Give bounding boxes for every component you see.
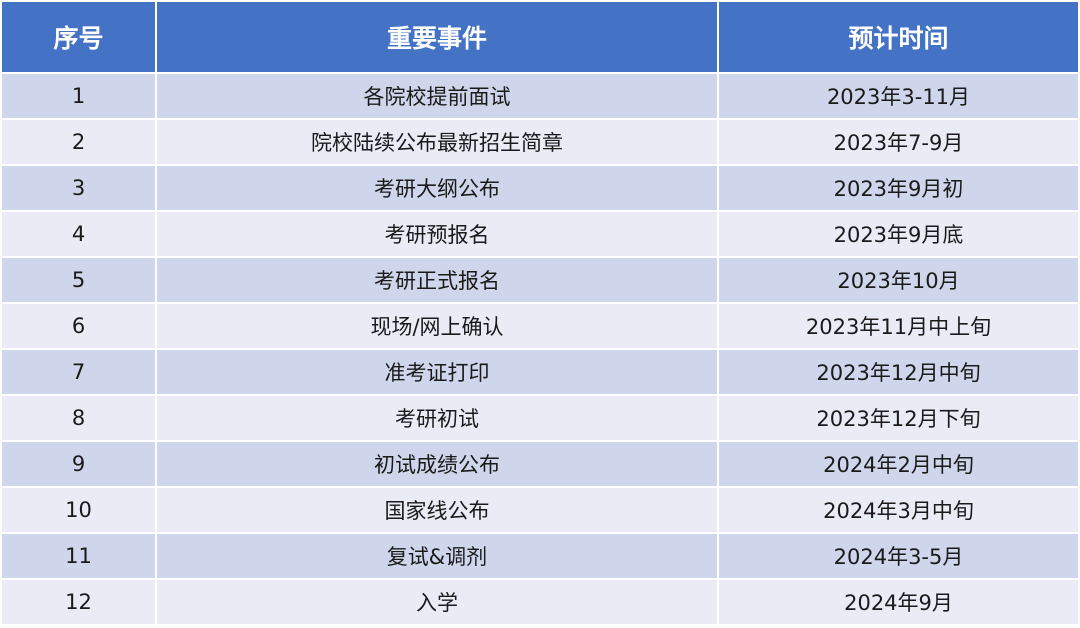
table-row: 6 现场/网上确认 2023年11月中上旬: [2, 302, 1078, 349]
cell-event: 考研初试: [155, 394, 719, 441]
table-row: 12 入学 2024年9月: [2, 578, 1078, 624]
cell-time: 2023年12月中旬: [717, 348, 1078, 395]
cell-event: 考研正式报名: [155, 256, 719, 303]
cell-index: 5: [2, 256, 157, 303]
table-row: 1 各院校提前面试 2023年3-11月: [2, 72, 1078, 119]
table-row: 4 考研预报名 2023年9月底: [2, 210, 1078, 257]
cell-event: 国家线公布: [155, 486, 719, 533]
table-header-row: 序号 重要事件 预计时间: [2, 2, 1078, 73]
cell-index: 10: [2, 486, 157, 533]
cell-event: 现场/网上确认: [155, 302, 719, 349]
cell-event: 复试&调剂: [155, 532, 719, 579]
cell-index: 6: [2, 302, 157, 349]
table-row: 9 初试成绩公布 2024年2月中旬: [2, 440, 1078, 487]
table-row: 10 国家线公布 2024年3月中旬: [2, 486, 1078, 533]
cell-time: 2023年12月下旬: [717, 394, 1078, 441]
cell-event: 院校陆续公布最新招生简章: [155, 118, 719, 165]
cell-index: 3: [2, 164, 157, 211]
table-row: 2 院校陆续公布最新招生简章 2023年7-9月: [2, 118, 1078, 165]
table-row: 11 复试&调剂 2024年3-5月: [2, 532, 1078, 579]
cell-event: 入学: [155, 578, 719, 624]
cell-event: 考研大纲公布: [155, 164, 719, 211]
cell-time: 2023年3-11月: [717, 72, 1078, 119]
table-row: 5 考研正式报名 2023年10月: [2, 256, 1078, 303]
cell-index: 2: [2, 118, 157, 165]
header-index: 序号: [2, 2, 157, 73]
cell-time: 2023年9月初: [717, 164, 1078, 211]
cell-index: 8: [2, 394, 157, 441]
cell-time: 2023年10月: [717, 256, 1078, 303]
cell-index: 11: [2, 532, 157, 579]
cell-time: 2024年2月中旬: [717, 440, 1078, 487]
cell-time: 2023年7-9月: [717, 118, 1078, 165]
cell-time: 2024年9月: [717, 578, 1078, 624]
cell-time: 2023年9月底: [717, 210, 1078, 257]
cell-index: 1: [2, 72, 157, 119]
cell-event: 考研预报名: [155, 210, 719, 257]
cell-time: 2024年3月中旬: [717, 486, 1078, 533]
header-time: 预计时间: [717, 2, 1078, 73]
table-row: 3 考研大纲公布 2023年9月初: [2, 164, 1078, 211]
cell-index: 9: [2, 440, 157, 487]
cell-time: 2024年3-5月: [717, 532, 1078, 579]
cell-time: 2023年11月中上旬: [717, 302, 1078, 349]
cell-index: 4: [2, 210, 157, 257]
cell-index: 7: [2, 348, 157, 395]
table-row: 8 考研初试 2023年12月下旬: [2, 394, 1078, 441]
cell-index: 12: [2, 578, 157, 624]
cell-event: 初试成绩公布: [155, 440, 719, 487]
cell-event: 准考证打印: [155, 348, 719, 395]
cell-event: 各院校提前面试: [155, 72, 719, 119]
table-row: 7 准考证打印 2023年12月中旬: [2, 348, 1078, 395]
header-event: 重要事件: [155, 2, 719, 73]
